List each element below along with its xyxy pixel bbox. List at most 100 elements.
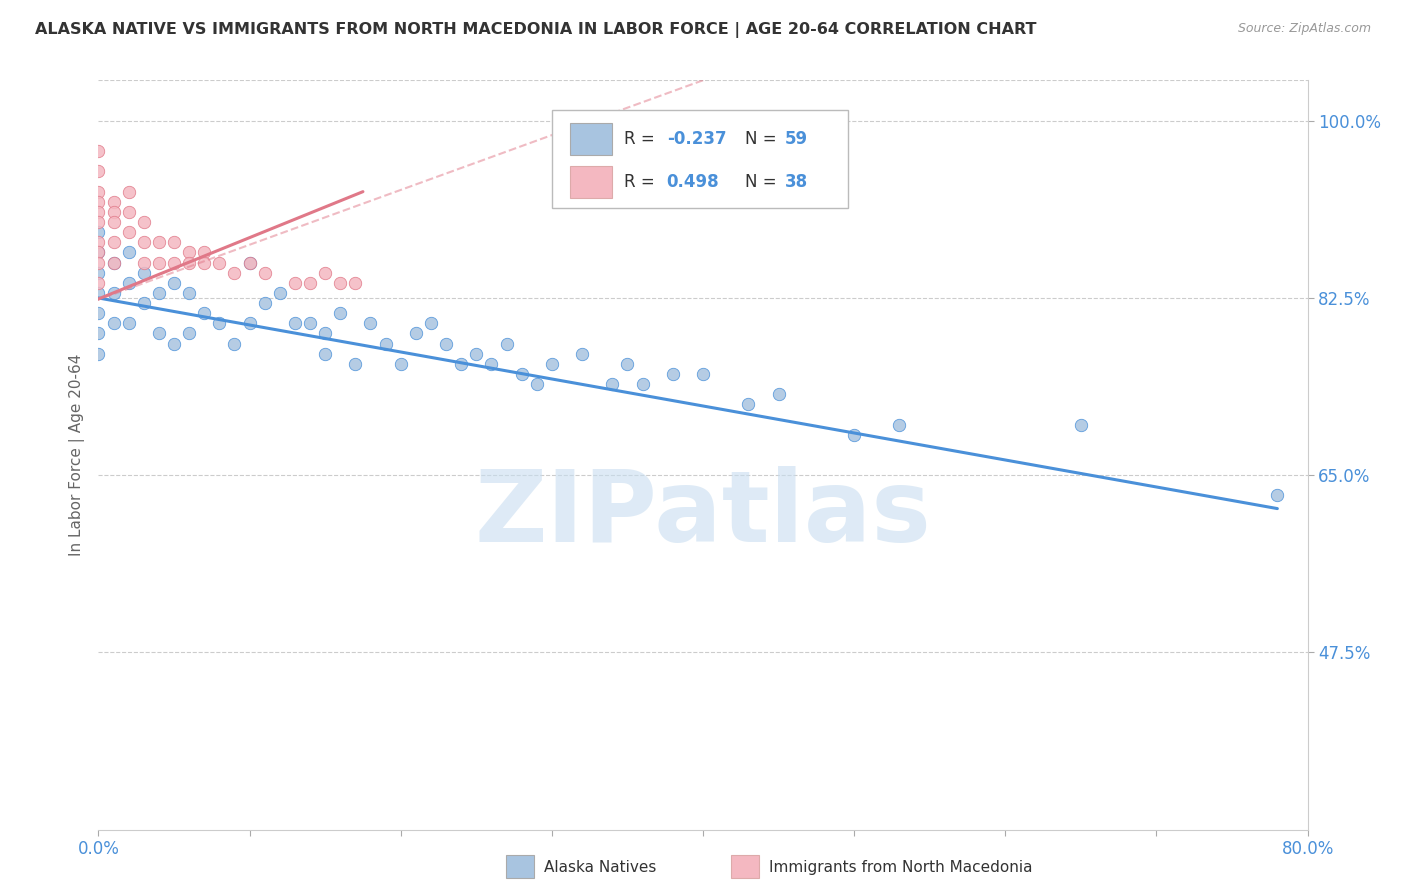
Point	[118, 225, 141, 239]
Point	[889, 417, 911, 432]
Point	[179, 285, 201, 300]
Point	[163, 235, 186, 250]
Point	[420, 316, 443, 330]
Point	[87, 276, 110, 290]
Point	[344, 357, 367, 371]
Text: Immigrants from North Macedonia: Immigrants from North Macedonia	[769, 860, 1032, 874]
Point	[103, 205, 125, 219]
Point	[87, 266, 110, 280]
Point	[1070, 417, 1092, 432]
Point	[737, 397, 759, 411]
FancyBboxPatch shape	[551, 111, 848, 208]
Point	[87, 205, 110, 219]
Point	[148, 326, 170, 341]
Point	[405, 326, 427, 341]
Text: Source: ZipAtlas.com: Source: ZipAtlas.com	[1237, 22, 1371, 36]
Point	[179, 255, 201, 269]
Point	[314, 266, 336, 280]
Point	[329, 276, 352, 290]
Point	[132, 266, 155, 280]
Point	[389, 357, 412, 371]
Text: N =: N =	[745, 129, 782, 148]
Text: Alaska Natives: Alaska Natives	[544, 860, 657, 874]
Point	[87, 326, 110, 341]
Point	[692, 367, 714, 381]
Point	[193, 245, 215, 260]
Point	[103, 215, 125, 229]
Point	[87, 144, 110, 158]
Point	[87, 306, 110, 320]
Point	[344, 276, 367, 290]
Point	[193, 306, 215, 320]
Point	[193, 255, 215, 269]
Point	[148, 235, 170, 250]
Point	[87, 215, 110, 229]
Point	[253, 296, 276, 310]
Point	[118, 205, 141, 219]
Point	[118, 276, 141, 290]
Point	[132, 255, 155, 269]
Point	[314, 326, 336, 341]
Point	[465, 346, 488, 360]
Point	[510, 367, 533, 381]
FancyBboxPatch shape	[569, 122, 613, 155]
Point	[179, 326, 201, 341]
Point	[239, 255, 262, 269]
Point	[329, 306, 352, 320]
Point	[374, 336, 396, 351]
Point	[163, 255, 186, 269]
Point	[208, 255, 231, 269]
Point	[148, 285, 170, 300]
Point	[284, 316, 307, 330]
Point	[224, 266, 246, 280]
Text: ALASKA NATIVE VS IMMIGRANTS FROM NORTH MACEDONIA IN LABOR FORCE | AGE 20-64 CORR: ALASKA NATIVE VS IMMIGRANTS FROM NORTH M…	[35, 22, 1036, 38]
Point	[103, 255, 125, 269]
Point	[253, 266, 276, 280]
Point	[87, 225, 110, 239]
Point	[450, 357, 472, 371]
Point	[314, 346, 336, 360]
Point	[163, 336, 186, 351]
Point	[481, 357, 503, 371]
FancyBboxPatch shape	[569, 166, 613, 198]
Point	[87, 245, 110, 260]
Point	[360, 316, 382, 330]
Text: 59: 59	[785, 129, 808, 148]
Point	[299, 316, 322, 330]
Text: 0.498: 0.498	[666, 173, 720, 191]
Point	[87, 285, 110, 300]
Point	[118, 316, 141, 330]
Point	[87, 346, 110, 360]
Point	[103, 255, 125, 269]
Point	[239, 255, 262, 269]
Point	[208, 316, 231, 330]
Point	[118, 185, 141, 199]
Point	[269, 285, 291, 300]
Point	[616, 357, 638, 371]
Point	[434, 336, 457, 351]
Point	[87, 255, 110, 269]
Point	[132, 235, 155, 250]
Point	[495, 336, 517, 351]
Point	[87, 164, 110, 178]
Text: 38: 38	[785, 173, 808, 191]
Text: N =: N =	[745, 173, 782, 191]
Point	[163, 276, 186, 290]
Point	[526, 377, 548, 392]
Point	[103, 316, 125, 330]
Point	[132, 296, 155, 310]
Point	[118, 245, 141, 260]
Text: -0.237: -0.237	[666, 129, 727, 148]
Point	[844, 427, 866, 442]
Point	[87, 194, 110, 209]
Point	[768, 387, 790, 401]
Point	[571, 346, 593, 360]
Point	[299, 276, 322, 290]
Text: ZIPatlas: ZIPatlas	[475, 467, 931, 564]
Point	[87, 235, 110, 250]
Point	[540, 357, 562, 371]
Point	[87, 185, 110, 199]
Point	[631, 377, 654, 392]
Point	[132, 215, 155, 229]
Point	[179, 245, 201, 260]
